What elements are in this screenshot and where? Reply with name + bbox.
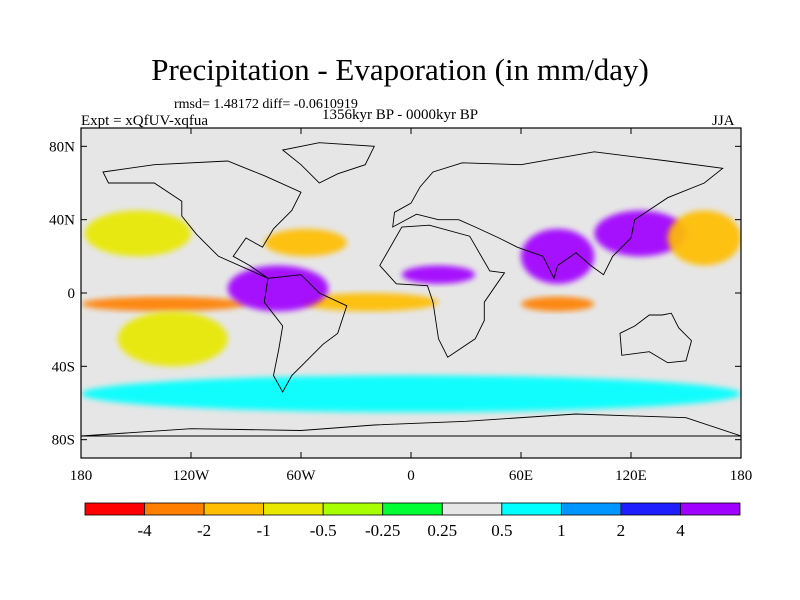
colorbar-box <box>84 502 145 516</box>
lon-tick-label: 180 <box>70 468 93 484</box>
field-region <box>301 293 439 312</box>
coastline <box>81 413 741 437</box>
colorbar-box <box>441 502 503 516</box>
lat-tick-label: 0 <box>68 286 76 302</box>
colorbar-label: 2 <box>617 521 626 540</box>
lat-tick-label: 40N <box>49 213 75 229</box>
colorbar-box <box>322 502 384 516</box>
colorbar-label: 0.5 <box>491 521 512 540</box>
lon-tick-label: 120W <box>173 468 211 484</box>
coastline <box>392 151 724 280</box>
colorbar-box <box>620 502 681 516</box>
field-region <box>81 296 246 312</box>
field-region <box>117 311 228 367</box>
field-region <box>667 210 741 266</box>
colorbar-label: 1 <box>557 521 566 540</box>
colorbar-label: -1 <box>257 521 271 540</box>
period-label: 1356kyr BP - 0000kyr BP <box>322 107 479 123</box>
colorbar-box <box>560 502 622 516</box>
field-region <box>401 265 476 284</box>
colorbar-label: -0.25 <box>365 521 400 540</box>
coastlines <box>81 142 741 437</box>
field-region <box>521 296 595 312</box>
colorbar-label: 4 <box>676 521 685 540</box>
coastline <box>102 160 302 279</box>
colorbar-label: -4 <box>137 521 152 540</box>
lon-tick-label: 60W <box>286 468 316 484</box>
field-region <box>594 210 687 257</box>
field-region <box>84 210 191 257</box>
season-label: JJA <box>712 113 735 129</box>
lat-tick-label: 40S <box>52 359 75 375</box>
field-region <box>264 228 347 257</box>
colorbar-label: -2 <box>197 521 211 540</box>
colorbar-label: 0.25 <box>427 521 457 540</box>
colorbar-box <box>203 502 265 516</box>
colorbar-box <box>501 502 562 516</box>
lat-tick-label: 80S <box>52 433 75 449</box>
lon-tick-label: 120E <box>615 468 647 484</box>
lon-tick-label: 180 <box>730 468 753 484</box>
coastline <box>619 312 693 364</box>
experiment-label: Expt = xQfUV-xqfua <box>81 113 209 129</box>
colorbar-box <box>382 502 443 516</box>
map-title: Precipitation - Evaporation (in mm/day) <box>151 52 649 87</box>
colorbar-box <box>144 502 205 516</box>
lon-tick-label: 0 <box>407 468 415 484</box>
field-region <box>521 228 595 284</box>
coastline <box>263 274 348 393</box>
colorbar-label: -0.5 <box>310 521 337 540</box>
field-region <box>81 375 741 413</box>
lat-tick-label: 80N <box>49 139 75 155</box>
colorbar-box <box>680 502 741 516</box>
stats-label: rmsd= 1.48172 diff= -0.0610919 <box>174 97 358 112</box>
colorbar-box <box>263 502 324 516</box>
lon-tick-label: 60E <box>509 468 533 484</box>
axis-ticks: 80N 40N 0 40S 80S 180 120W 60W 0 60E 120E 180 <box>49 128 752 484</box>
coastline <box>281 142 376 184</box>
coastline <box>379 224 506 358</box>
